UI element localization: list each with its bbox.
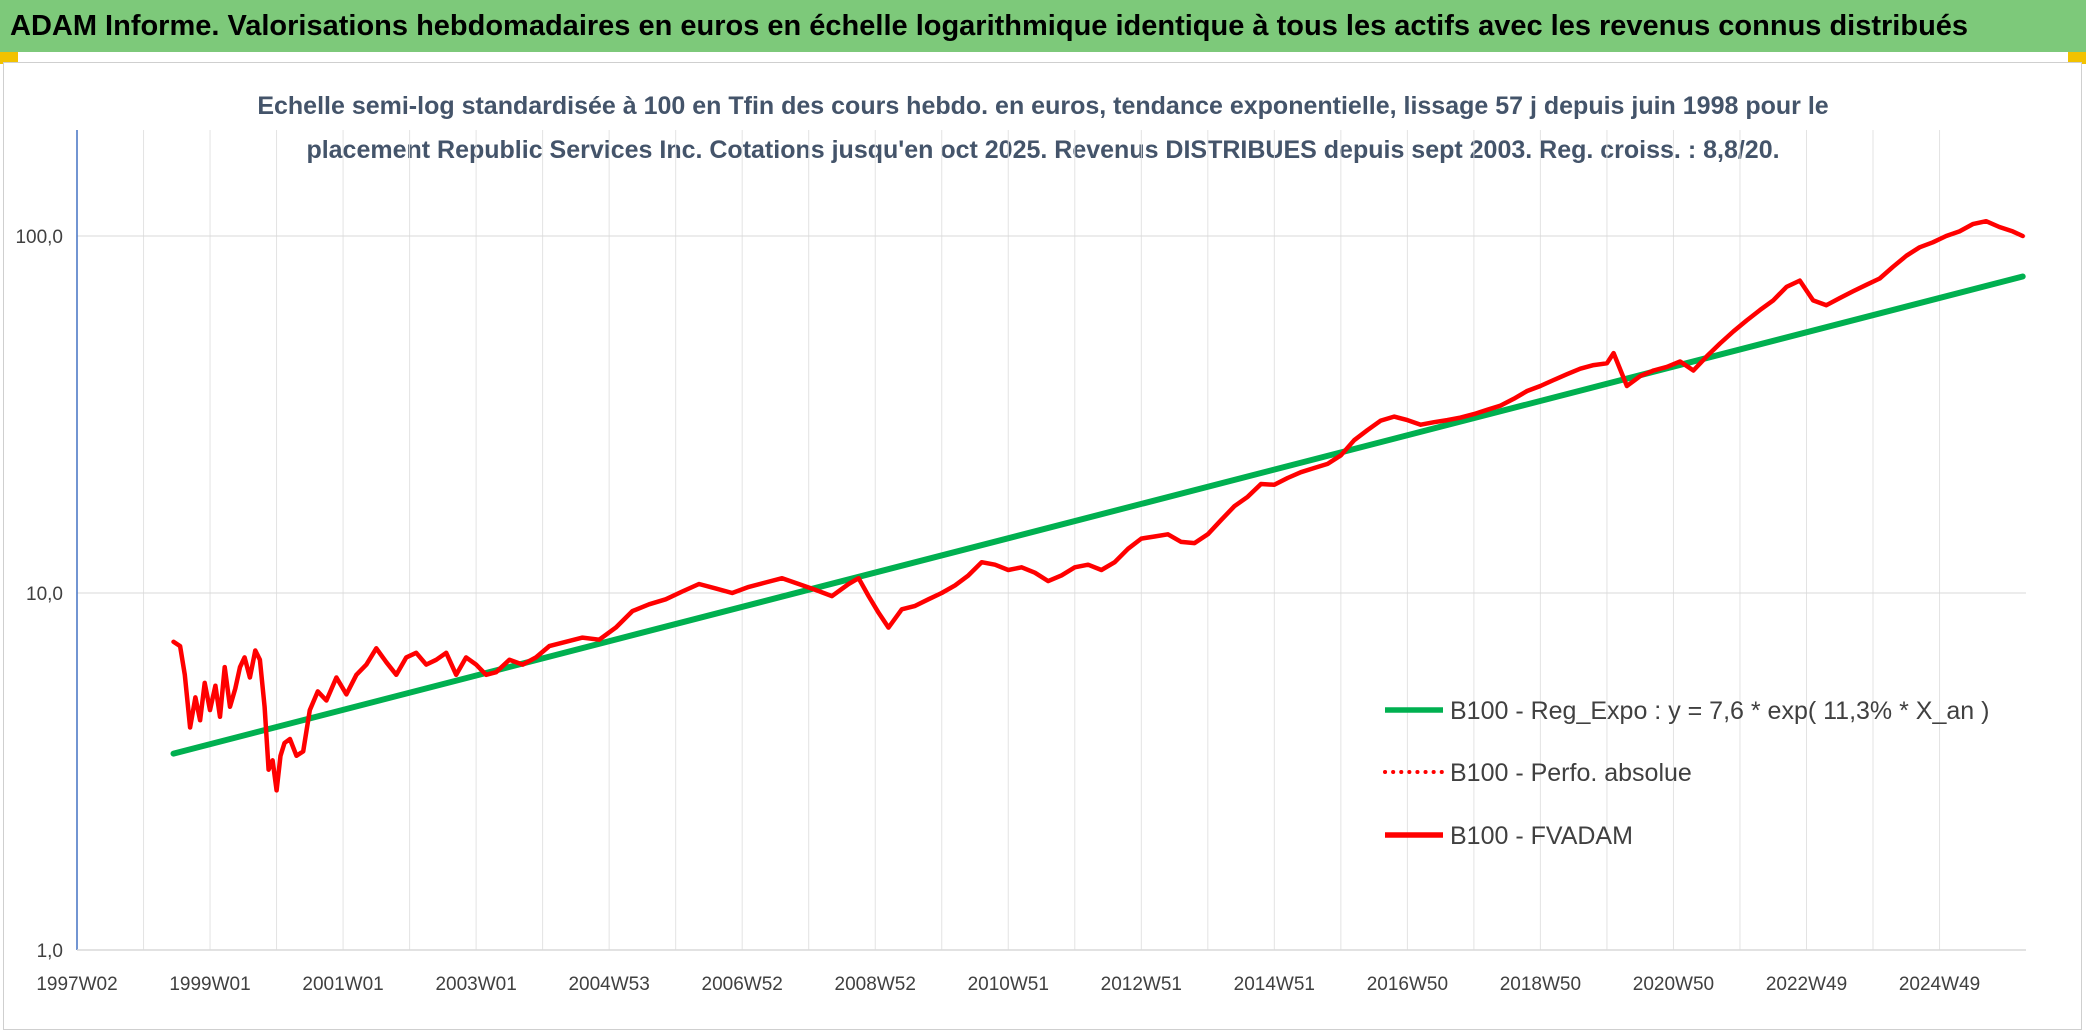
x-tick-label: 2001W01 (302, 974, 383, 995)
legend-label-0: B100 - Reg_Expo : y = 7,6 * exp( 11,3% *… (1450, 697, 1989, 725)
legend: B100 - Reg_Expo : y = 7,6 * exp( 11,3% *… (1383, 697, 1989, 850)
y-tick-label: 10,0 (26, 584, 63, 605)
series-layer (170, 218, 2026, 793)
x-tick-label: 2006W52 (702, 974, 783, 995)
x-tick-label: 2016W50 (1367, 974, 1448, 995)
x-tick-label: 2003W01 (435, 974, 516, 995)
x-tick-label: 1997W02 (36, 974, 117, 995)
corner-marker-right (2068, 52, 2086, 64)
x-tick-label: 2004W53 (568, 974, 649, 995)
legend-label-2: B100 - FVADAM (1450, 822, 1633, 850)
chart-title-line1: Echelle semi-log standardisée à 100 en T… (257, 92, 1829, 120)
x-tick-label: 2008W52 (835, 974, 916, 995)
x-tick-label: 2018W50 (1500, 974, 1581, 995)
report-header: ADAM Informe. Valorisations hebdomadaire… (0, 0, 2086, 52)
series-line-2 (171, 218, 2025, 793)
x-tick-label: 2012W51 (1101, 974, 1182, 995)
x-tick-label: 1999W01 (169, 974, 250, 995)
series-line-0 (170, 273, 2026, 757)
chart-title: Echelle semi-log standardisée à 100 en T… (200, 84, 1886, 172)
y-tick-label: 100,0 (15, 227, 63, 248)
grid-layer (77, 130, 2026, 950)
x-tick-label: 2014W51 (1234, 974, 1315, 995)
report-title: ADAM Informe. Valorisations hebdomadaire… (10, 10, 1969, 42)
y-tick-label: 1,0 (37, 941, 63, 962)
x-tick-label: 2022W49 (1766, 974, 1847, 995)
x-tick-label: 2024W49 (1899, 974, 1980, 995)
chart-frame (3, 62, 2082, 1030)
axes-layer: 1,0 10,0 100,0 1997W02 1999W01 2001W01 2003W01… (15, 130, 2026, 995)
chart-title-line2: placement Republic Services Inc. Cotatio… (306, 136, 1780, 164)
corner-marker-left (0, 52, 18, 64)
x-tick-label: 2010W51 (968, 974, 1049, 995)
legend-label-1: B100 - Perfo. absolue (1450, 759, 1692, 787)
x-tick-label: 2020W50 (1633, 974, 1714, 995)
